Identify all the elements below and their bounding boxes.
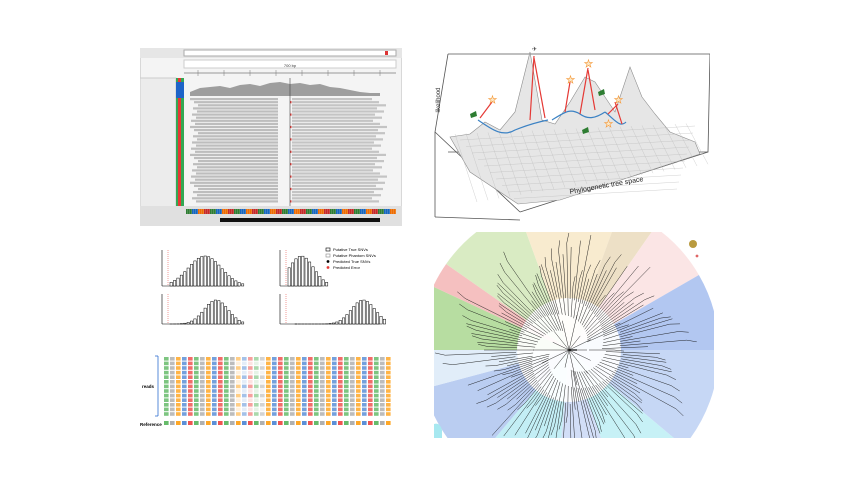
reference-label: Reference <box>140 422 162 427</box>
alignment-panel: reads Reference <box>140 355 391 427</box>
reference-sequence-track <box>186 209 396 214</box>
svg-text:Putative Phantom SNVs: Putative Phantom SNVs <box>333 253 376 258</box>
svg-text:★: ★ <box>488 95 497 106</box>
genome-browser-panel: 700 bp <box>140 48 402 226</box>
landscape-surface <box>449 51 701 205</box>
coverage-track <box>190 82 380 96</box>
histogram-panel: Putative True SNVs Putative Phantom SNVs… <box>161 247 386 325</box>
svg-text:★: ★ <box>566 75 575 86</box>
svg-text:Predicted True SNVs: Predicted True SNVs <box>333 259 370 264</box>
reads-label: reads <box>142 384 155 389</box>
svg-text:★: ★ <box>604 119 613 130</box>
peak-star-icons: ★ ★ ★ ★ ★ <box>488 59 624 131</box>
svg-text:★: ★ <box>584 59 593 70</box>
ruler-label: 700 bp <box>284 63 297 68</box>
svg-text:★: ★ <box>614 95 623 106</box>
flag-icons <box>470 89 605 134</box>
svg-text:Putative True SNVs: Putative True SNVs <box>333 247 368 252</box>
aligned-reads <box>190 98 387 203</box>
histogram-legend: Putative True SNVs Putative Phantom SNVs… <box>325 247 376 270</box>
legend-dot <box>689 240 697 248</box>
axis-label-likelihood: likelihood <box>436 87 442 112</box>
likelihood-landscape-panel: ★★★★★ ✈ likelihood Phylogenetic tree spa… <box>434 46 710 221</box>
ruler-ticks <box>197 70 381 76</box>
summit-marker: ✈ <box>532 46 537 53</box>
svg-text:Predicted Error: Predicted Error <box>333 265 361 270</box>
phylogeny-panel <box>434 232 714 438</box>
